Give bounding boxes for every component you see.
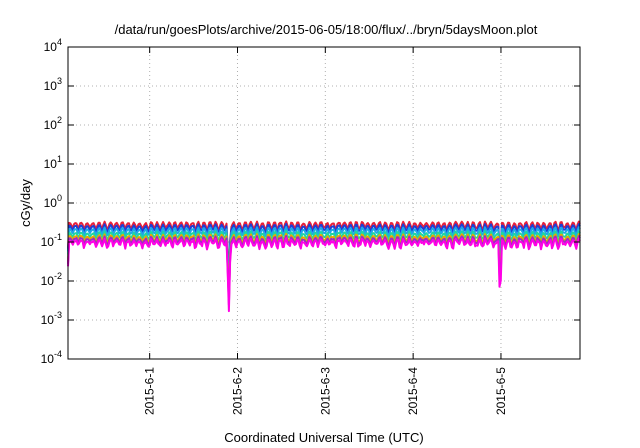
y-tick-label: 101 (44, 154, 62, 171)
x-tick-label: 2015-6-3 (318, 367, 332, 415)
y-tick-label: 103 (44, 76, 62, 93)
x-tick-label: 2015-6-1 (143, 367, 157, 415)
series-line (67, 234, 581, 306)
y-tick-label: 10-4 (41, 349, 62, 366)
y-axis-ticks: 10-4 10-3 10-2 10-1 100 101 102 103 104 (41, 37, 580, 366)
y-tick-label: 102 (44, 115, 62, 132)
series-line (67, 229, 581, 295)
series-line (67, 237, 581, 313)
x-tick-label: 2015-6-4 (406, 367, 420, 415)
y-tick-label: 10-1 (41, 232, 62, 249)
x-tick-label: 2015-6-2 (230, 367, 244, 415)
x-tick-label: 2015-6-5 (494, 367, 508, 415)
series-line (67, 223, 581, 287)
y-axis-label: cGy/day (18, 179, 33, 227)
series-group (67, 220, 581, 313)
grid-lines (68, 47, 580, 359)
y-tick-label: 10-3 (41, 310, 62, 327)
y-tick-label: 104 (44, 37, 62, 54)
series-line (67, 226, 581, 290)
x-axis-label: Coordinated Universal Time (UTC) (224, 430, 423, 445)
y-tick-label: 100 (44, 193, 62, 210)
chart-title: /data/run/goesPlots/archive/2015-06-05/1… (115, 22, 538, 37)
x-axis-ticks: 2015-6-1 2015-6-2 2015-6-3 2015-6-4 2015-6-5 (143, 47, 508, 415)
y-tick-label: 10-2 (41, 271, 62, 288)
